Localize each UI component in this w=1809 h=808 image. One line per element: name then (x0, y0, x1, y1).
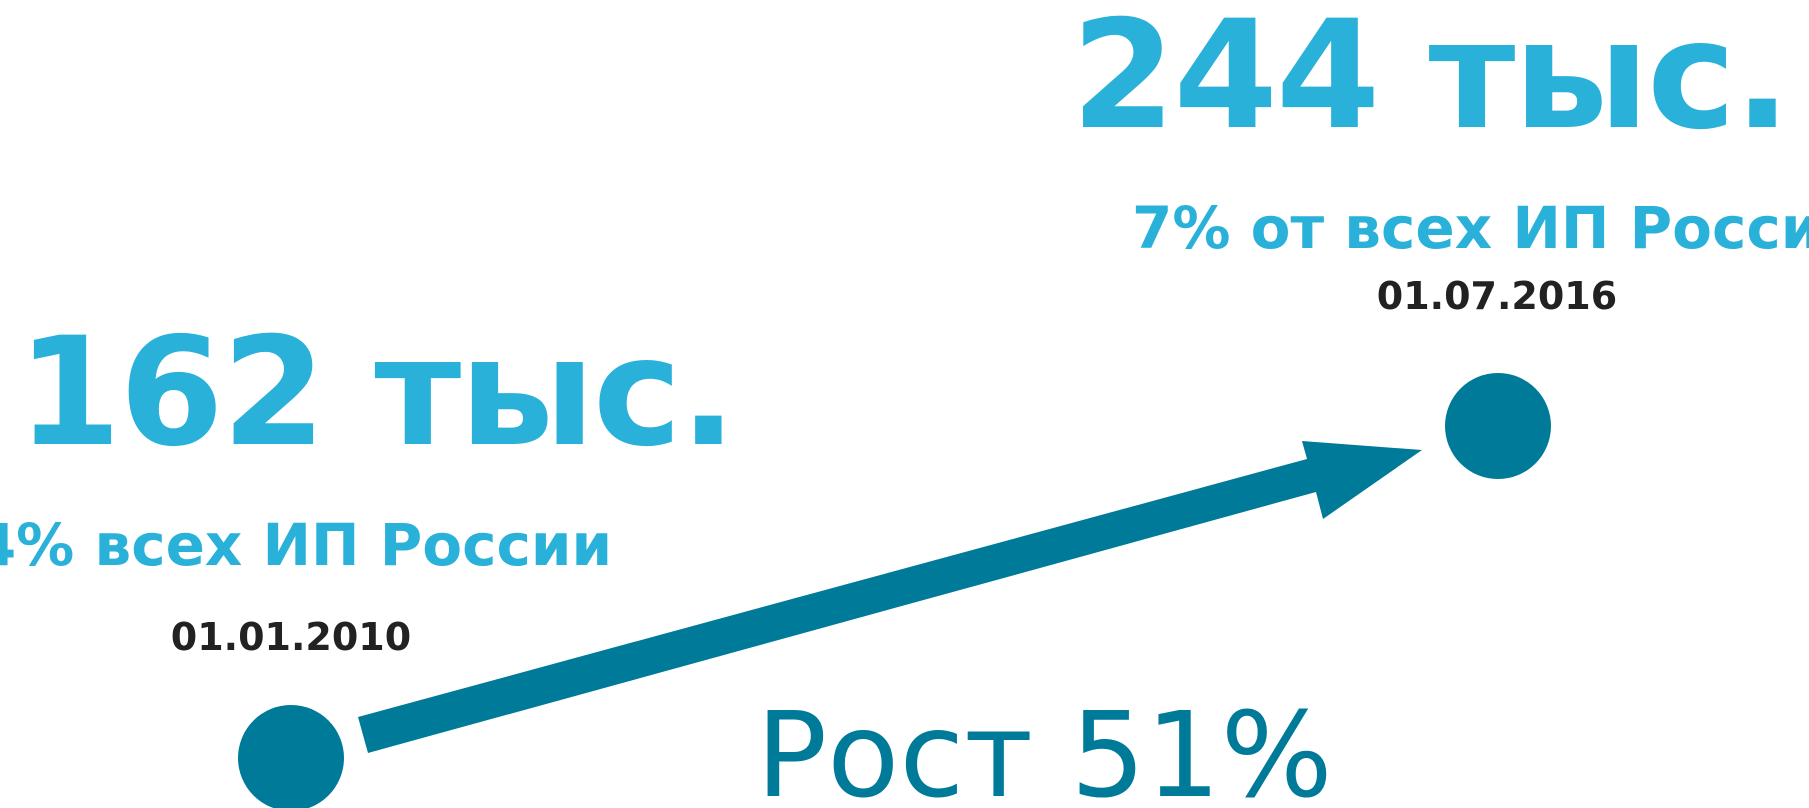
start-share: 4% всех ИП России (0, 511, 612, 579)
start-value: 162 тыс. (17, 306, 735, 480)
end-share: 7% от всех ИП России (1132, 194, 1809, 262)
end-point (1445, 373, 1551, 479)
start-point (238, 705, 344, 808)
growth-label: Рост 51% (756, 686, 1333, 808)
end-date: 01.07.2016 (1377, 274, 1617, 318)
growth-arrow (358, 441, 1422, 753)
end-value: 244 тыс. (1071, 0, 1789, 163)
start-date: 01.01.2010 (171, 615, 411, 659)
